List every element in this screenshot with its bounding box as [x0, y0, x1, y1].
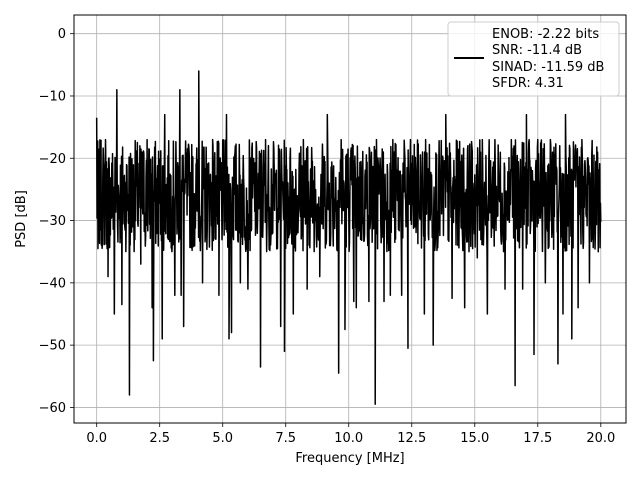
y-axis-label: PSD [dB] — [14, 190, 29, 248]
y-tick-label: −10 — [39, 89, 66, 104]
legend-snr: SNR: -11.4 dB — [492, 43, 582, 58]
x-tick-label: 20.0 — [586, 431, 615, 446]
legend-sinad: SINAD: -11.59 dB — [492, 60, 604, 75]
x-tick-label: 15.0 — [460, 431, 489, 446]
y-tick-label: −30 — [39, 214, 66, 229]
y-axis: 0 −10 −20 −30 −40 −50 −60 — [39, 27, 74, 416]
x-tick-label: 2.5 — [149, 431, 170, 446]
legend-box — [447, 21, 620, 97]
legend-enob: ENOB: -2.22 bits — [492, 27, 599, 42]
x-tick-label: 12.5 — [397, 431, 426, 446]
y-tick-label: 0 — [58, 27, 66, 42]
psd-series-line — [95, 70, 602, 406]
x-axis-label: Frequency [MHz] — [295, 451, 404, 466]
plot-area — [95, 70, 602, 406]
x-tick-label: 17.5 — [523, 431, 552, 446]
x-axis: 0.0 2.5 5.0 7.5 10.0 12.5 15.0 17.5 20.0 — [86, 423, 615, 446]
x-tick-label: 10.0 — [334, 431, 363, 446]
y-tick-label: −60 — [39, 401, 66, 416]
x-tick-label: 5.0 — [212, 431, 233, 446]
y-tick-label: −50 — [39, 339, 66, 354]
x-tick-label: 0.0 — [86, 431, 107, 446]
legend: ENOB: -2.22 bits SNR: -11.4 dB SINAD: -1… — [447, 21, 620, 97]
y-tick-label: −40 — [39, 276, 66, 291]
legend-sfdr: SFDR: 4.31 — [492, 76, 564, 91]
axes-frame — [73, 14, 627, 424]
x-tick-label: 7.5 — [275, 431, 296, 446]
y-tick-label: −20 — [39, 152, 66, 167]
